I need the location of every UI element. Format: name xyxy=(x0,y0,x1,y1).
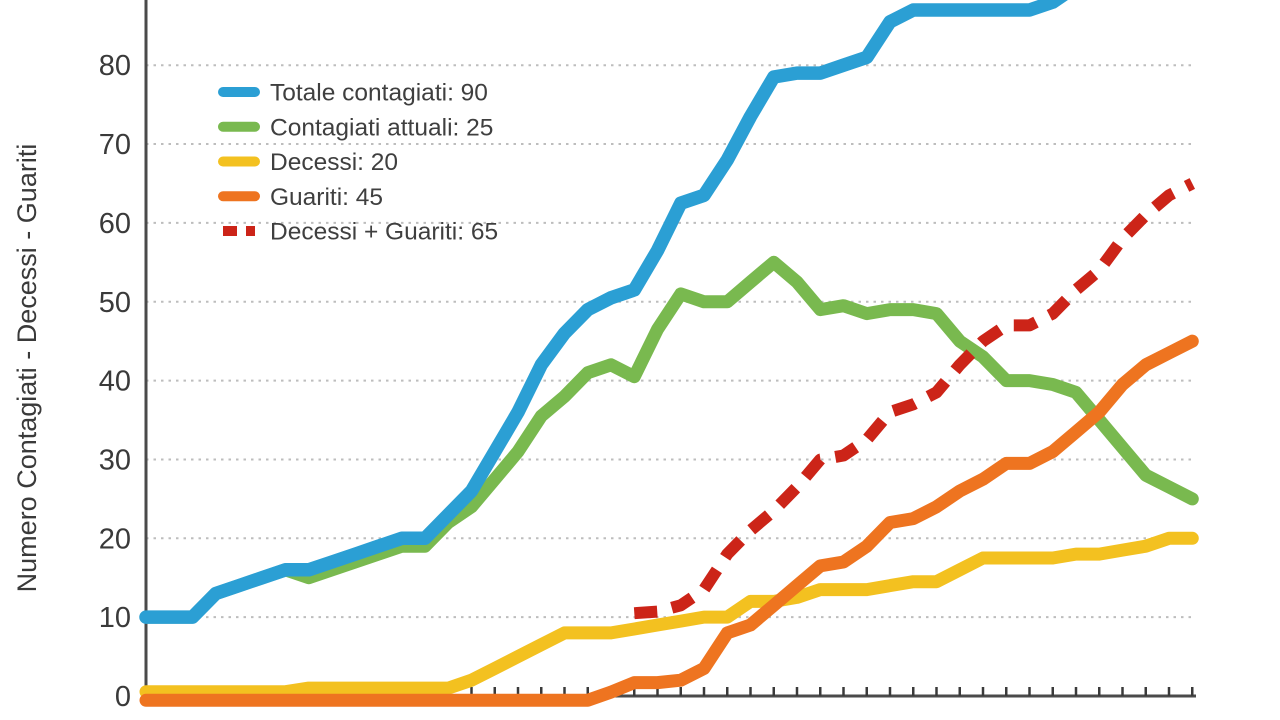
y-tick-label: 80 xyxy=(99,50,131,82)
series-line-contagiati-attuali xyxy=(139,255,1199,624)
legend-label: Decessi + Guariti: 65 xyxy=(270,219,498,246)
series-line-guariti xyxy=(139,334,1199,707)
legend-item: Contagiati attuali: 25 xyxy=(218,114,493,141)
y-tick-label: 30 xyxy=(99,444,131,476)
legend-item: Decessi + Guariti: 65 xyxy=(223,219,498,246)
y-tick-label: 50 xyxy=(99,287,131,319)
legend-item: Decessi: 20 xyxy=(218,149,398,176)
legend-item: Guariti: 45 xyxy=(218,184,383,211)
series-line-decessi-guariti xyxy=(633,178,1196,620)
legend-item: Totale contagiati: 90 xyxy=(218,80,488,107)
legend-label: Guariti: 45 xyxy=(270,184,383,211)
series-line-totale-contagiati xyxy=(139,0,1068,624)
gridlines-group xyxy=(146,64,1196,619)
series-line-decessi xyxy=(139,531,1199,699)
y-tick-label: 20 xyxy=(99,523,131,555)
y-tick-label: 70 xyxy=(99,129,131,161)
y-tick-label: 40 xyxy=(99,366,131,398)
y-tick-labels-group: 0 10 20 30 40 50 60 70 80 xyxy=(99,50,131,713)
y-tick-label: 60 xyxy=(99,208,131,240)
legend: Totale contagiati: 90 Contagiati attuali:… xyxy=(218,80,498,246)
series-lines-group xyxy=(139,0,1199,707)
y-tick-label: 0 xyxy=(115,681,131,713)
y-axis-title: Numero Contagiati - Decessi - Guariti xyxy=(12,144,42,593)
y-tick-label: 10 xyxy=(99,602,131,634)
legend-label: Contagiati attuali: 25 xyxy=(270,114,493,141)
legend-label: Decessi: 20 xyxy=(270,149,398,176)
legend-label: Totale contagiati: 90 xyxy=(270,80,488,107)
